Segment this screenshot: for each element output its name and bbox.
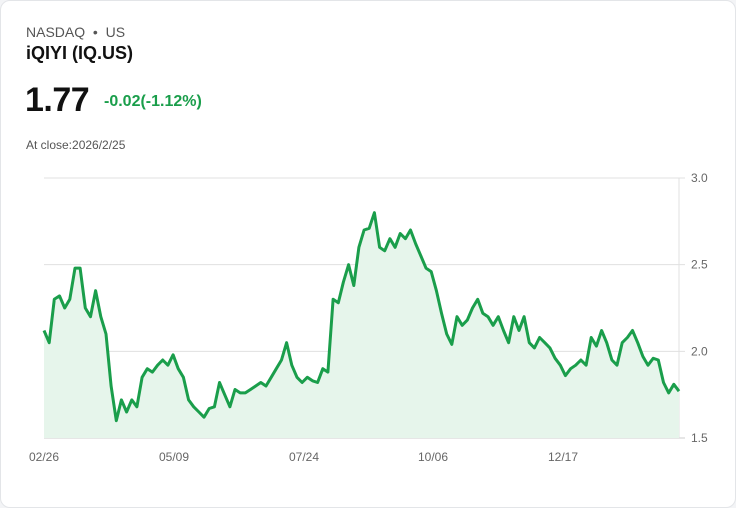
close-date: At close:2026/2/25 [26,138,126,152]
stock-title: iQIYI (IQ.US) [26,43,134,63]
exchange-label: NASDAQ • US [26,24,126,40]
svg-text:07/24: 07/24 [289,450,319,464]
price-change: -0.02(-1.12%) [104,93,202,110]
svg-text:2.5: 2.5 [691,258,708,272]
svg-text:02/26: 02/26 [29,450,59,464]
y-axis: 3.0 2.5 2.0 1.5 [691,171,708,445]
svg-text:1.5: 1.5 [691,431,708,445]
price-value: 1.77 [25,81,90,119]
price-chart: 3.0 2.5 2.0 1.5 02/26 05/09 07/24 10/06 12/17 [29,171,708,464]
svg-text:12/17: 12/17 [548,450,578,464]
svg-text:05/09: 05/09 [159,450,189,464]
svg-text:3.0: 3.0 [691,171,708,185]
x-axis: 02/26 05/09 07/24 10/06 12/17 [29,450,578,464]
svg-text:2.0: 2.0 [691,344,708,358]
area-fill [44,212,679,438]
svg-text:10/06: 10/06 [418,450,448,464]
price-line [42,211,681,423]
